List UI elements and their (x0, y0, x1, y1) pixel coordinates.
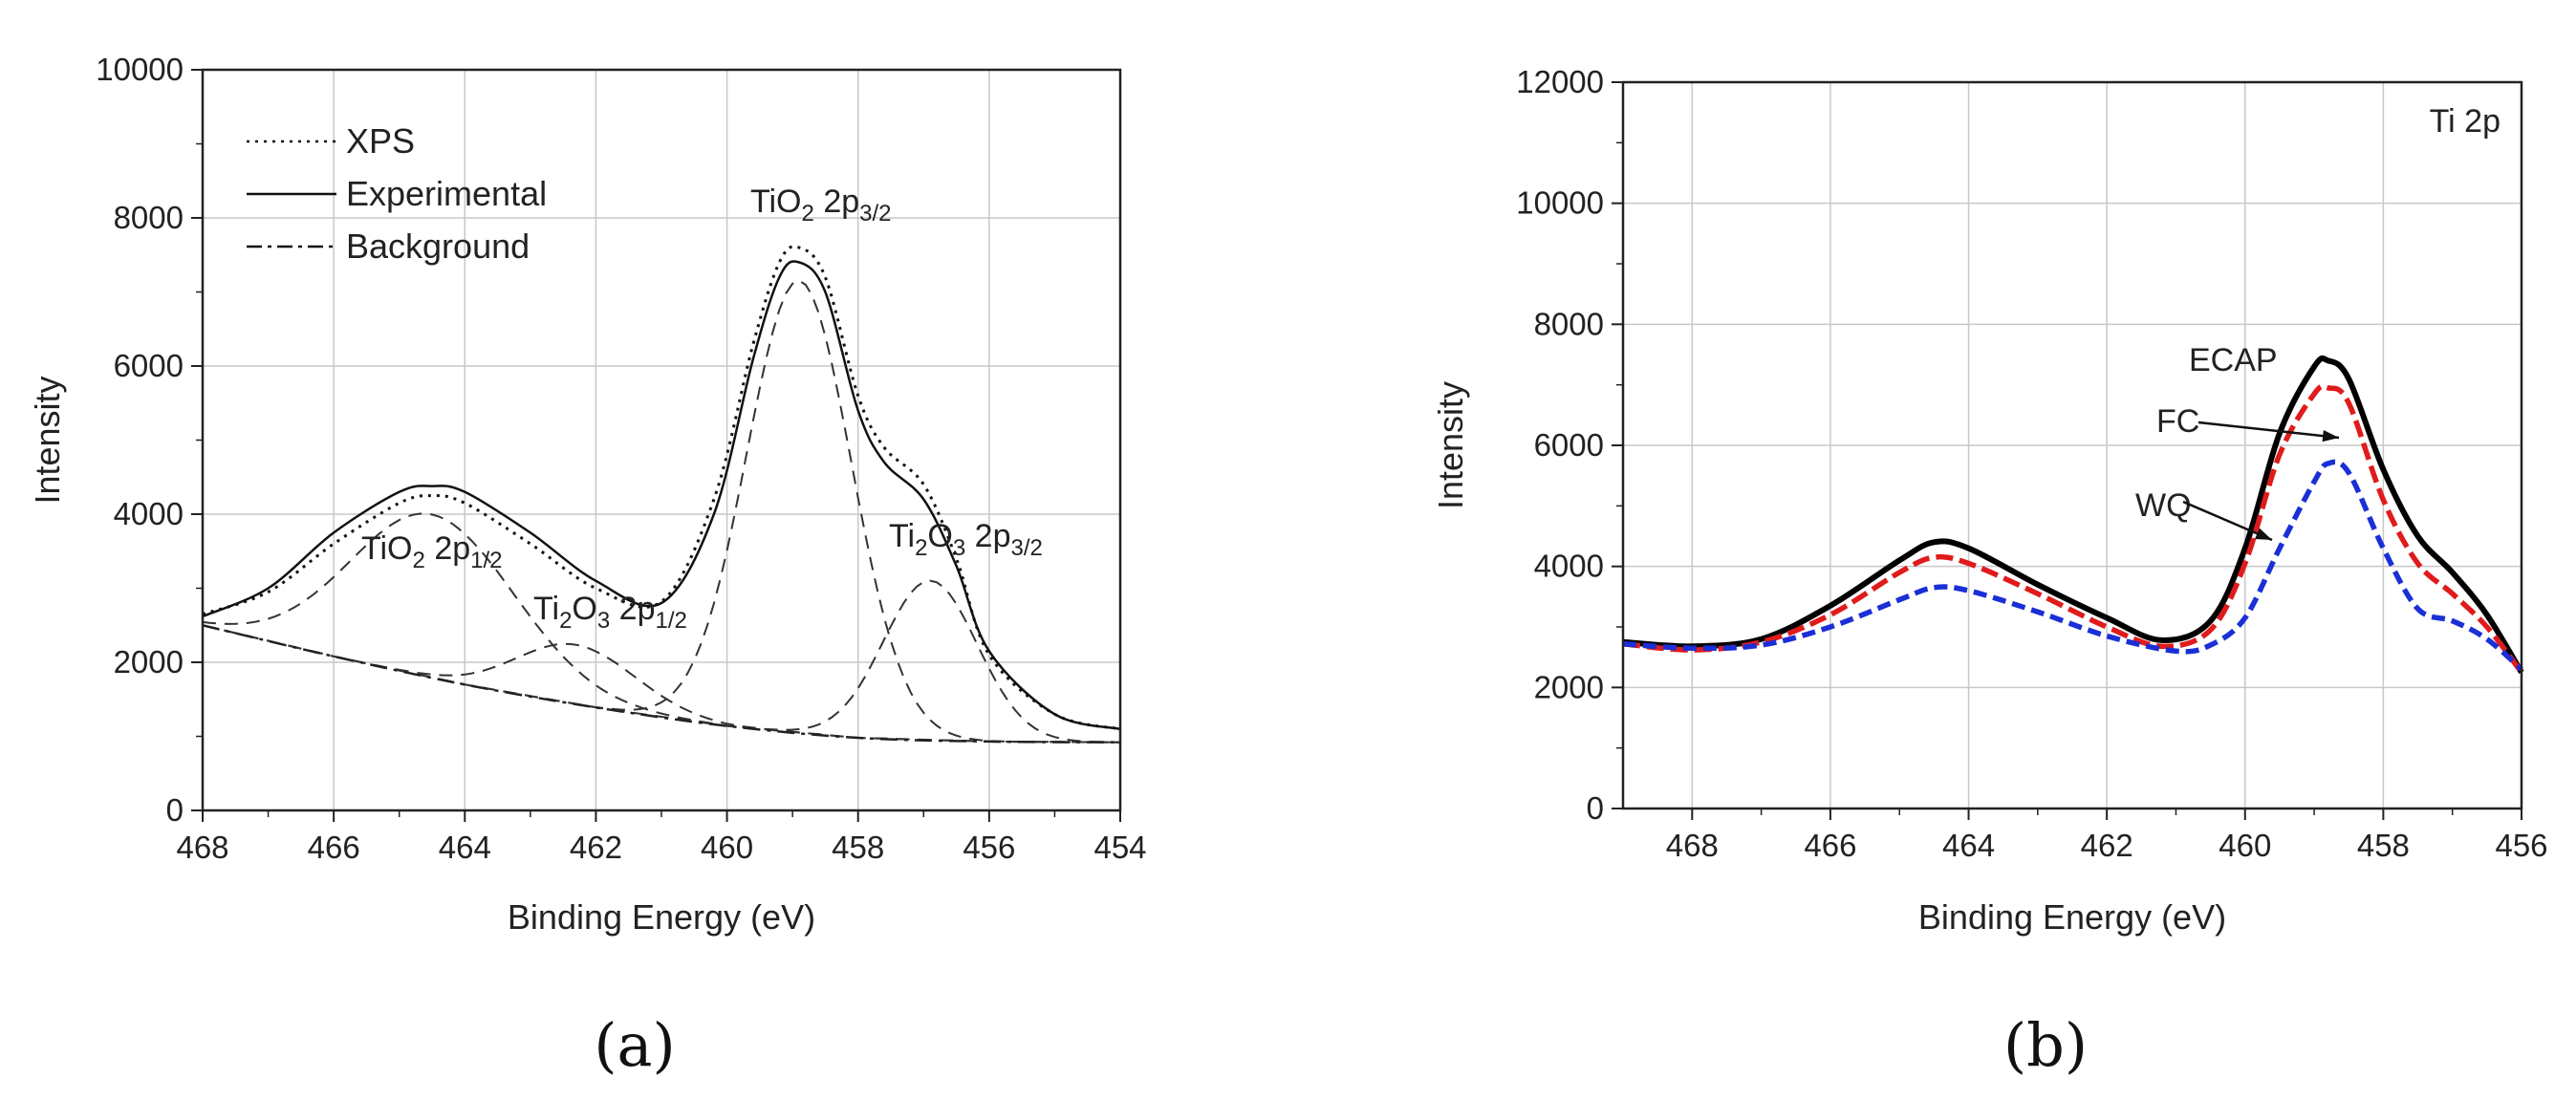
a-x-tick-label: 460 (701, 830, 753, 865)
b-y-tick-label: 8000 (1534, 306, 1604, 341)
b-series-label-wq: WQ (2135, 487, 2192, 524)
panel-b: 468 466 464 462 460 458 456 0 2000 4000 6000 8000 10… (1431, 64, 2548, 1080)
a-peak-components (202, 279, 1121, 744)
a-peak-component-3 (202, 579, 1121, 744)
a-background-curve (202, 624, 1121, 744)
a-x-tick-label: 456 (963, 830, 1015, 865)
a-x-tick-label: 458 (832, 830, 884, 865)
a-y-tick-label: 8000 (114, 200, 184, 235)
a-peak-label-part: 2 (915, 535, 927, 561)
b-y-axis-label: Intensity (1431, 381, 1470, 509)
a-x-tick-label: 454 (1093, 830, 1146, 865)
b-series-ecap (1622, 355, 2524, 675)
b-y-tick-label: 12000 (1516, 64, 1604, 99)
a-series-xps (202, 245, 1121, 731)
b-x-tick-label: 460 (2219, 828, 2271, 863)
a-y-tick-label: 6000 (114, 348, 184, 383)
a-peak-label-part: 2p (965, 518, 1010, 554)
b-panel-title: Ti 2p (2430, 103, 2500, 140)
a-peak-label-part: 2 (559, 608, 572, 634)
b-series (1622, 355, 2524, 675)
a-y-tick-label: 2000 (114, 644, 184, 679)
a-peak-label: Ti2O3 2p1/2 (533, 591, 687, 634)
a-peak-label: TiO2 2p1/2 (361, 530, 503, 573)
a-x-axis-label: Binding Energy (eV) (508, 897, 815, 937)
a-peak-label-part: 2 (802, 201, 814, 226)
a-legend: XPS Experimental Background (247, 121, 547, 266)
b-x-tick-label: 464 (1942, 828, 1995, 863)
a-peak-label-part: 3/2 (1011, 535, 1043, 561)
a-peak-label-part: 2p (814, 183, 859, 220)
a-gridlines (202, 69, 1121, 811)
a-legend-label: Background (346, 226, 530, 266)
a-peak-label: TiO2 2p3/2 (750, 183, 892, 226)
a-x-tick-label: 468 (176, 830, 228, 865)
a-peak-label-part: O (572, 591, 596, 627)
b-y-tick-label: 4000 (1534, 549, 1604, 584)
b-arrow-head (2322, 430, 2339, 442)
a-x-tick-label: 462 (570, 830, 622, 865)
a-background-line (202, 624, 1121, 744)
b-series-label-ecap: ECAP (2189, 342, 2278, 378)
a-peak-label: Ti2O3 2p3/2 (889, 518, 1043, 561)
a-y-tick-label: 10000 (96, 52, 184, 87)
panel-a: 468 466 464 462 460 458 456 454 0 2000 4000 6000 800… (28, 52, 1147, 1080)
b-series-label-fc: FC (2156, 403, 2199, 440)
a-legend-label: Experimental (346, 174, 547, 213)
b-y-tick-label: 0 (1587, 790, 1604, 826)
a-peak-label-part: 3 (597, 608, 610, 634)
b-gridlines (1623, 81, 2522, 809)
a-peak-label-part: 1/2 (470, 548, 502, 573)
b-y-tick-label: 2000 (1534, 669, 1604, 704)
a-plot-frame (201, 68, 1122, 812)
a-y-axis-label: Intensity (28, 376, 67, 504)
a-x-tick-label: 464 (439, 830, 491, 865)
b-ticks: 468 466 464 462 460 458 456 0 2000 4000 6000 8000 10… (1516, 64, 2547, 863)
a-peak-label-part: 3 (953, 535, 965, 561)
b-x-tick-label: 462 (2081, 828, 2133, 863)
b-y-tick-label: 6000 (1534, 427, 1604, 463)
a-peak-label-part: Ti (889, 518, 915, 554)
b-x-tick-label: 466 (1804, 828, 1856, 863)
panel-label-b: (b) (2003, 1010, 2088, 1080)
b-series-labels: ECAP FC WQ (2135, 342, 2340, 542)
a-peak-label-part: 1/2 (656, 608, 687, 634)
a-peak-label-part: 2 (413, 548, 425, 573)
b-x-tick-label: 468 (1666, 828, 1719, 863)
b-y-tick-label: 10000 (1516, 185, 1604, 221)
a-x-tick-label: 466 (308, 830, 360, 865)
panel-label-a: (a) (594, 1010, 675, 1080)
a-peak-label-part: TiO (361, 530, 413, 567)
a-peak-label-part: 3/2 (859, 201, 891, 226)
b-series-wq (1622, 459, 2523, 672)
a-y-tick-label: 4000 (114, 496, 184, 531)
a-peak-label-part: 2p (610, 591, 655, 627)
a-peak-component-2 (202, 279, 1120, 744)
b-x-axis-label: Binding Energy (eV) (1918, 897, 2226, 937)
a-series (202, 245, 1121, 731)
b-arrow-line (2197, 421, 2340, 440)
a-peak-label-part: 2p (425, 530, 470, 567)
b-x-tick-label: 458 (2357, 828, 2410, 863)
b-series-fc (1622, 383, 2524, 675)
a-peak-label-part: O (927, 518, 952, 554)
a-legend-label: XPS (346, 121, 415, 161)
a-series-experimental (202, 260, 1121, 731)
a-peak-label-part: Ti (533, 591, 559, 627)
b-x-tick-label: 456 (2495, 828, 2547, 863)
b-arrow-head (2255, 528, 2272, 540)
a-ticks: 468 466 464 462 460 458 456 454 0 2000 4000 6000 800… (96, 52, 1146, 865)
a-y-tick-label: 0 (166, 792, 184, 828)
a-peak-label-part: TiO (750, 183, 802, 220)
